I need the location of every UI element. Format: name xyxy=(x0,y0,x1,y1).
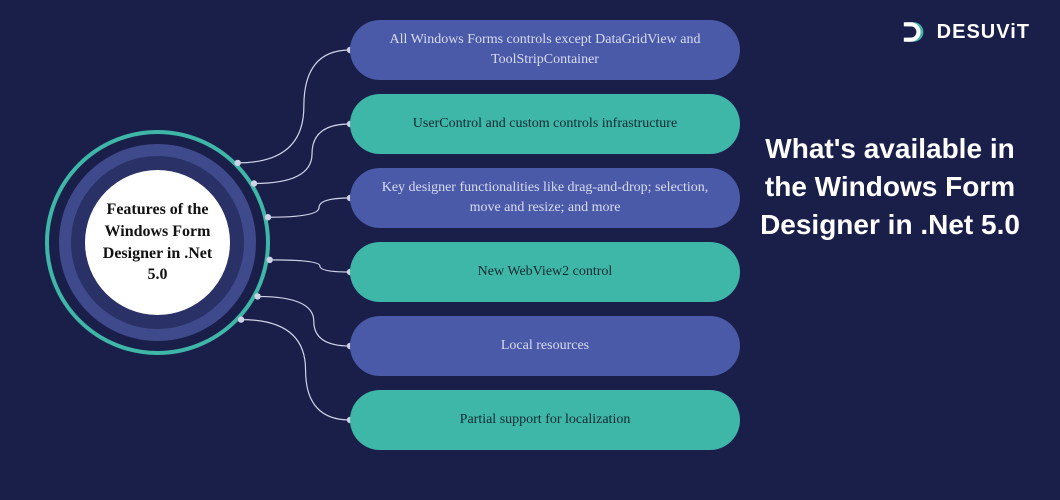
feature-text: Local resources xyxy=(501,336,589,356)
feature-pill-4: New WebView2 control xyxy=(350,242,740,302)
feature-pill-3: Key designer functionalities like drag-a… xyxy=(350,168,740,228)
feature-text: UserControl and custom controls infrastr… xyxy=(413,114,677,134)
feature-pill-1: All Windows Forms controls except DataGr… xyxy=(350,20,740,80)
feature-text: All Windows Forms controls except DataGr… xyxy=(378,30,712,69)
hub-circle: Features of the Windows Form Designer in… xyxy=(45,130,270,355)
hub-label: Features of the Windows Form Designer in… xyxy=(97,199,218,285)
feature-text: Partial support for localization xyxy=(460,410,631,430)
feature-pill-5: Local resources xyxy=(350,316,740,376)
feature-list: All Windows Forms controls except DataGr… xyxy=(350,20,740,450)
brand-logo: DESUViT xyxy=(901,18,1030,46)
feature-text: New WebView2 control xyxy=(478,262,613,282)
hub-center: Features of the Windows Form Designer in… xyxy=(85,170,230,315)
brand-name: DESUViT xyxy=(937,21,1030,44)
headline-text: What's available in the Windows Form Des… xyxy=(760,130,1020,243)
feature-pill-6: Partial support for localization xyxy=(350,390,740,450)
feature-pill-2: UserControl and custom controls infrastr… xyxy=(350,94,740,154)
brand-logo-icon xyxy=(901,18,929,46)
feature-text: Key designer functionalities like drag-a… xyxy=(378,178,712,217)
